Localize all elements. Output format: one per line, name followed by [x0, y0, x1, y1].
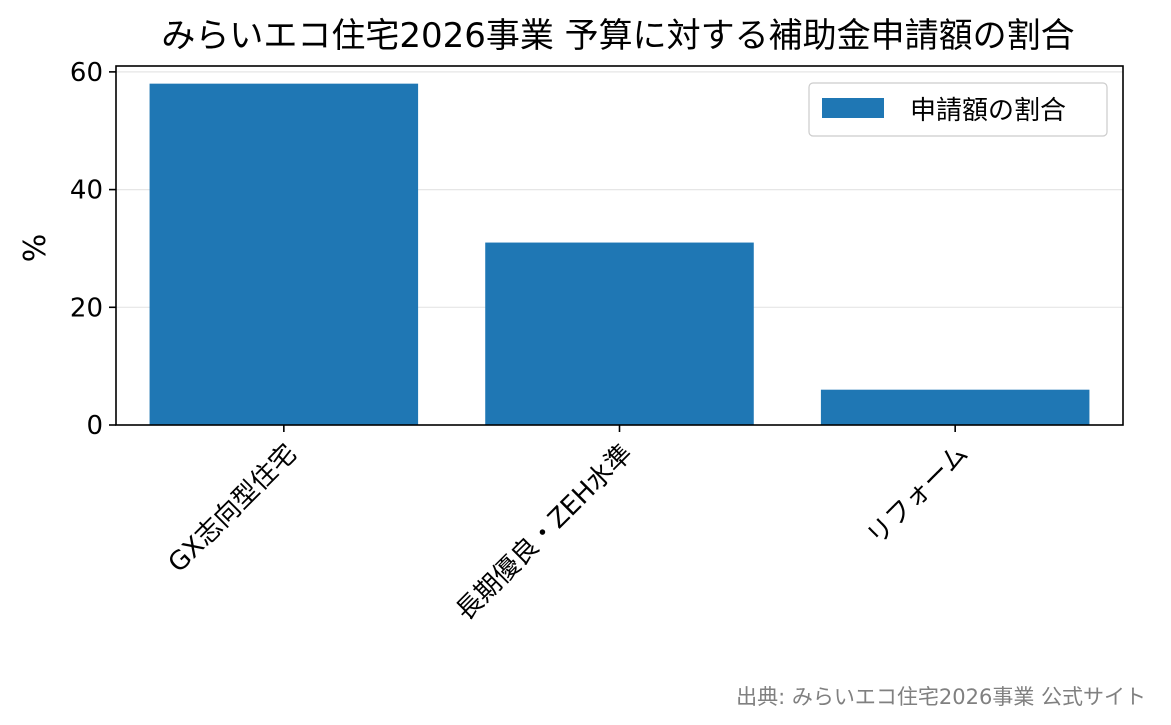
y-tick-label: 20 [70, 293, 103, 323]
y-tick-label: 40 [70, 176, 103, 206]
bar [485, 242, 754, 425]
bar [149, 83, 419, 426]
x-tick-label: リフォーム [862, 439, 975, 552]
x-tick-label: 長期優良・ZEH水準 [451, 439, 639, 627]
legend-swatch [822, 98, 884, 118]
x-axis-ticks: GX志向型住宅 長期優良・ZEH水準 リフォーム [163, 425, 974, 627]
bars [149, 83, 1090, 426]
x-tick-label: GX志向型住宅 [163, 439, 303, 579]
y-axis-label: % [18, 234, 53, 263]
y-axis-ticks: 0 20 40 60 [70, 58, 116, 441]
legend: 申請額の割合 [808, 82, 1108, 137]
y-tick-label: 0 [86, 411, 103, 441]
bar [820, 389, 1090, 425]
chart-title: みらいエコ住宅2026事業 予算に対する補助金申請額の割合 [161, 16, 1074, 56]
legend-label: 申請額の割合 [910, 96, 1066, 126]
source-note: 出典: みらいエコ住宅2026事業 公式サイト [736, 685, 1146, 709]
legend-frame [808, 82, 1108, 137]
y-tick-label: 60 [70, 58, 103, 88]
